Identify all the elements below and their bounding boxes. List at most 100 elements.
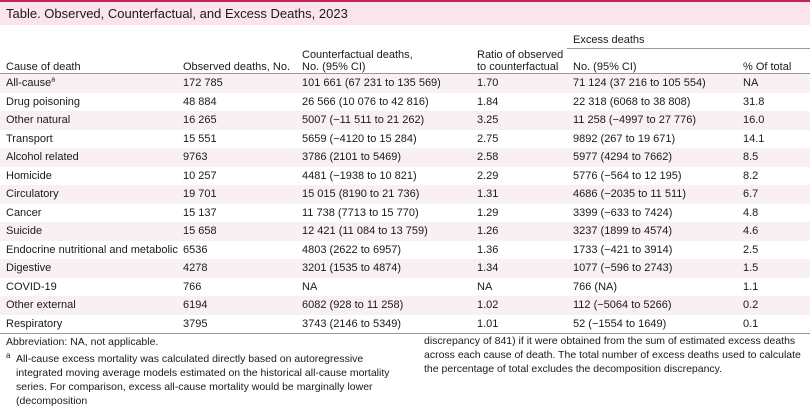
cell-ratio: 2.75 — [477, 132, 499, 145]
header-observed: Observed deaths, No. — [177, 30, 296, 74]
cell-ratio: 1.34 — [471, 259, 567, 278]
cell-excess: 766 (NA) — [573, 280, 618, 293]
table-row: Digestive 4278 3201 (1535 to 4874) 1.34 1077… — [0, 259, 810, 278]
cell-cause: Digestive — [0, 259, 177, 278]
cell-cause: Other external — [0, 296, 177, 315]
cell-pct: 2.5 — [743, 243, 759, 256]
cell-pct: 6.7 — [737, 185, 810, 204]
cell-excess: 112 (−5064 to 5266) — [567, 296, 737, 315]
cell-excess: 52 (−1554 to 1649) — [567, 314, 737, 334]
table-row: COVID-19 766 NA NA 766 (NA) 1.1 — [0, 278, 810, 297]
cell-excess: 11 258 (−4997 to 27 776) — [567, 111, 737, 130]
cell-excess: 3237 (1899 to 4574) — [567, 222, 737, 241]
cell-pct: 8.2 — [743, 169, 759, 182]
header-ratio-line1: Ratio of observed — [477, 49, 564, 61]
cell-counterfactual: 101 661 (67 231 to 135 569) — [296, 73, 471, 93]
cell-pct: NA — [737, 73, 810, 93]
table-row: All-causea 172 785 101 661 (67 231 to 135 … — [0, 73, 810, 93]
footnote-continuation: discrepancy of 841) if it were obtained … — [424, 335, 801, 375]
footnote-mark: a — [6, 351, 11, 360]
table-row: Homicide 10 257 4481 (−1938 to 10 821) 2.29… — [0, 167, 810, 186]
cell-observed: 10 257 — [183, 169, 217, 182]
cell-counterfactual: 15 015 (8190 to 21 736) — [296, 185, 471, 204]
cell-cause: Respiratory — [0, 314, 177, 334]
cell-cause: Homicide — [6, 169, 52, 182]
cell-observed: 15 658 — [177, 222, 296, 241]
cell-pct: 8.5 — [737, 148, 810, 167]
cell-counterfactual: 11 738 (7713 to 15 770) — [302, 206, 419, 219]
header-row-sub: No. (95% CI) % Of total — [0, 48, 810, 74]
cell-cause: Suicide — [0, 222, 177, 241]
cell-observed: 766 — [183, 280, 202, 293]
cell-observed: 16 265 — [177, 111, 296, 130]
cell-counterfactual: 4481 (−1938 to 10 821) — [302, 169, 417, 182]
title-accent-rule — [0, 0, 810, 2]
cell-cause: All-causea — [0, 73, 177, 93]
cell-ratio: 2.29 — [477, 169, 499, 182]
deaths-table: Cause of death Observed deaths, No. Coun… — [0, 30, 810, 334]
footnote-marker: a — [51, 76, 56, 84]
cell-pct: 0.2 — [737, 296, 810, 315]
cell-pct: 14.1 — [743, 132, 765, 145]
cell-counterfactual: 5659 (−4120 to 15 284) — [302, 132, 417, 145]
cell-excess: 1077 (−596 to 2743) — [567, 259, 737, 278]
cell-ratio: 1.70 — [471, 73, 567, 93]
cell-ratio: 1.26 — [471, 222, 567, 241]
table-row: Endocrine nutritional and metabolic 6536 4… — [0, 241, 810, 260]
cell-excess: 5776 (−564 to 12 195) — [573, 169, 682, 182]
cell-observed: 15 551 — [183, 132, 217, 145]
cell-pct: 31.8 — [743, 95, 765, 108]
footnote-text-left: All-cause excess mortality was calculate… — [16, 353, 390, 407]
cell-cause: COVID-19 — [6, 280, 57, 293]
cell-excess: 1733 (−421 to 3914) — [573, 243, 673, 256]
cell-counterfactual: 3743 (2146 to 5349) — [296, 314, 471, 334]
table-row: Transport 15 551 5659 (−4120 to 15 284) 2.7… — [0, 130, 810, 149]
cell-observed: 15 137 — [183, 206, 217, 219]
cell-cause: Other natural — [0, 111, 177, 130]
cell-pct: 1.1 — [743, 280, 759, 293]
cell-counterfactual: 5007 (−11 511 to 21 262) — [296, 111, 471, 130]
cell-counterfactual: 12 421 (11 084 to 13 759) — [296, 222, 471, 241]
cell-observed: 6536 — [183, 243, 208, 256]
cell-counterfactual: 4803 (2622 to 6957) — [302, 243, 402, 256]
cell-counterfactual: 26 566 (10 076 to 42 816) — [302, 95, 429, 108]
cell-pct: 1.5 — [737, 259, 810, 278]
cell-observed: 172 785 — [177, 73, 296, 93]
header-ratio-line2: to counterfactual — [477, 61, 559, 73]
cell-excess: 22 318 (6068 to 38 808) — [573, 95, 691, 108]
cell-pct: 4.8 — [743, 206, 759, 219]
cell-pct: 16.0 — [737, 111, 810, 130]
cell-counterfactual: 3201 (1535 to 4874) — [296, 259, 471, 278]
table-row: Alcohol related 9763 3786 (2101 to 5469) 2.… — [0, 148, 810, 167]
cell-ratio: 1.01 — [471, 314, 567, 334]
cell-cause: Endocrine nutritional and metabolic — [6, 243, 178, 256]
cell-excess: 4686 (−2035 to 11 511) — [567, 185, 737, 204]
table-row: Other natural 16 265 5007 (−11 511 to 21 2… — [0, 111, 810, 130]
cell-pct: 0.1 — [737, 314, 810, 334]
cell-cause: Transport — [6, 132, 53, 145]
cell-observed: 3795 — [177, 314, 296, 334]
table-row: Other external 6194 6082 (928 to 11 258) 1.… — [0, 296, 810, 315]
cell-ratio: 3.25 — [471, 111, 567, 130]
cell-ratio: 1.31 — [471, 185, 567, 204]
cell-ratio: 1.02 — [471, 296, 567, 315]
cell-cause: Alcohol related — [0, 148, 177, 167]
cell-excess: 5977 (4294 to 7662) — [567, 148, 737, 167]
cell-excess: 9892 (267 to 19 671) — [573, 132, 676, 145]
header-excess-pct: % Of total — [737, 48, 810, 74]
cell-ratio: NA — [477, 280, 493, 293]
table-title: Table. Observed, Counterfactual, and Exc… — [0, 2, 810, 25]
table-row: Suicide 15 658 12 421 (11 084 to 13 759) 1.… — [0, 222, 810, 241]
table-body: All-causea 172 785 101 661 (67 231 to 135 … — [0, 73, 810, 334]
cell-pct: 4.6 — [737, 222, 810, 241]
header-counterfactual-line1: Counterfactual deaths, — [302, 49, 413, 61]
table-row: Drug poisoning 48 884 26 566 (10 076 to 42… — [0, 93, 810, 112]
cell-ratio: 1.29 — [477, 206, 499, 219]
header-excess-no: No. (95% CI) — [567, 48, 737, 74]
cell-observed: 48 884 — [183, 95, 217, 108]
header-row-group: Cause of death Observed deaths, No. Coun… — [0, 30, 810, 74]
cell-cause: Circulatory — [0, 185, 177, 204]
cell-ratio: 1.36 — [477, 243, 499, 256]
table-row: Cancer 15 137 11 738 (7713 to 15 770) 1.29 3… — [0, 204, 810, 223]
cell-counterfactual: 3786 (2101 to 5469) — [296, 148, 471, 167]
